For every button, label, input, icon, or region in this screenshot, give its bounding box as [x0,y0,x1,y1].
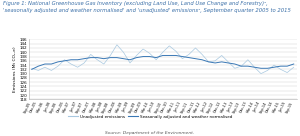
Text: Figure 1: National Greenhouse Gas Inventory (excluding Land Use, Land Use Change: Figure 1: National Greenhouse Gas Invent… [3,1,291,13]
Y-axis label: Emissions (Mt CO₂-e): Emissions (Mt CO₂-e) [13,47,17,92]
Legend: Unadjusted emissions, Seasonally adjusted and weather normalised: Unadjusted emissions, Seasonally adjuste… [66,113,234,120]
Text: Source: Department of the Environment.: Source: Department of the Environment. [105,131,195,135]
